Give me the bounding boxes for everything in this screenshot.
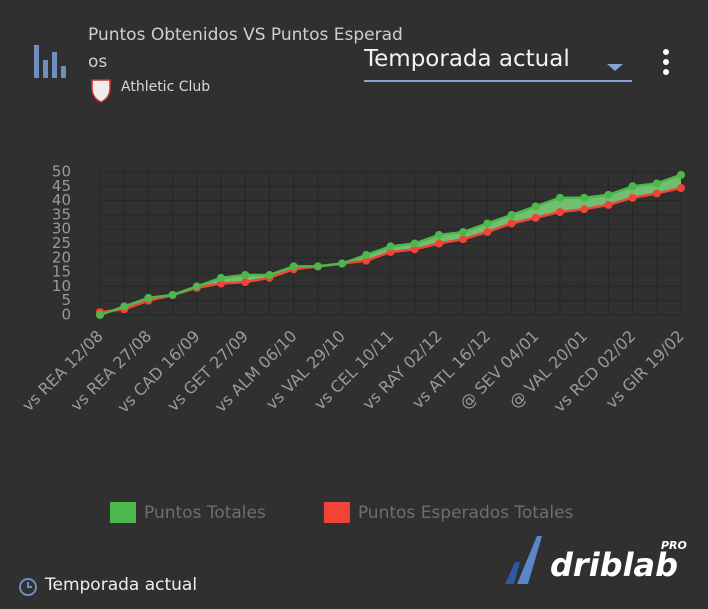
menu-button[interactable] bbox=[663, 49, 669, 75]
point bbox=[483, 228, 492, 237]
y-tick-label: 40 bbox=[52, 191, 71, 209]
team-crest bbox=[91, 79, 111, 103]
point bbox=[168, 290, 177, 299]
brand-logo bbox=[505, 562, 520, 584]
clock-icon bbox=[19, 578, 37, 596]
point bbox=[241, 270, 250, 279]
point bbox=[628, 182, 637, 191]
point bbox=[434, 230, 443, 239]
point bbox=[144, 293, 153, 302]
point bbox=[386, 242, 395, 251]
point bbox=[531, 213, 540, 222]
point bbox=[120, 302, 129, 311]
point bbox=[386, 248, 395, 257]
point bbox=[677, 184, 685, 193]
legend-swatch bbox=[323, 502, 350, 523]
y-tick-label: 15 bbox=[52, 263, 71, 281]
y-tick-label: 10 bbox=[52, 277, 71, 295]
y-tick-label: 30 bbox=[52, 220, 71, 238]
point bbox=[507, 219, 516, 228]
point bbox=[459, 235, 468, 244]
brand: driblab bbox=[550, 546, 679, 584]
point bbox=[338, 259, 347, 268]
y-tick-label: 5 bbox=[61, 291, 71, 309]
point bbox=[362, 250, 371, 259]
y-tick-label: 35 bbox=[52, 205, 71, 223]
point bbox=[531, 202, 540, 211]
point bbox=[628, 193, 637, 202]
point bbox=[580, 193, 589, 202]
point bbox=[652, 189, 661, 198]
y-tick-label: 0 bbox=[61, 306, 71, 324]
y-tick-label: 50 bbox=[52, 163, 71, 181]
point bbox=[483, 219, 492, 228]
point bbox=[192, 282, 201, 291]
legend-label: Puntos Totales bbox=[144, 503, 266, 523]
legend-label: Puntos Esperados Totales bbox=[358, 503, 574, 523]
point bbox=[217, 273, 226, 282]
point bbox=[604, 190, 613, 199]
y-tick-label: 20 bbox=[52, 248, 71, 266]
brand-badge: PRO bbox=[661, 539, 687, 552]
x-tick-label: vs REA 12/08 bbox=[18, 326, 107, 415]
point bbox=[362, 256, 371, 265]
y-tick-label: 25 bbox=[52, 234, 71, 252]
point bbox=[555, 208, 564, 217]
point bbox=[410, 245, 419, 254]
point bbox=[410, 239, 419, 248]
point bbox=[677, 170, 685, 179]
team-name: Athletic Club bbox=[121, 79, 211, 95]
point bbox=[265, 270, 274, 279]
dropdown-arrow[interactable] bbox=[607, 64, 623, 71]
point bbox=[555, 193, 564, 202]
point bbox=[580, 205, 589, 214]
point bbox=[217, 279, 226, 288]
point bbox=[604, 200, 613, 209]
point bbox=[289, 262, 298, 271]
footer-season: Temporada actual bbox=[45, 575, 198, 595]
point bbox=[241, 278, 250, 287]
chart-icon bbox=[34, 45, 66, 78]
point bbox=[434, 239, 443, 248]
point bbox=[459, 228, 468, 237]
season-dropdown[interactable]: Temporada actual bbox=[364, 46, 632, 82]
y-tick-label: 45 bbox=[52, 177, 71, 195]
legend-swatch bbox=[110, 502, 136, 523]
brand-logo bbox=[517, 536, 542, 584]
point bbox=[507, 210, 516, 219]
point bbox=[652, 179, 661, 188]
point bbox=[96, 311, 104, 319]
point bbox=[313, 262, 322, 271]
title: Puntos Obtenidos VS Puntos Esperados bbox=[88, 25, 403, 72]
